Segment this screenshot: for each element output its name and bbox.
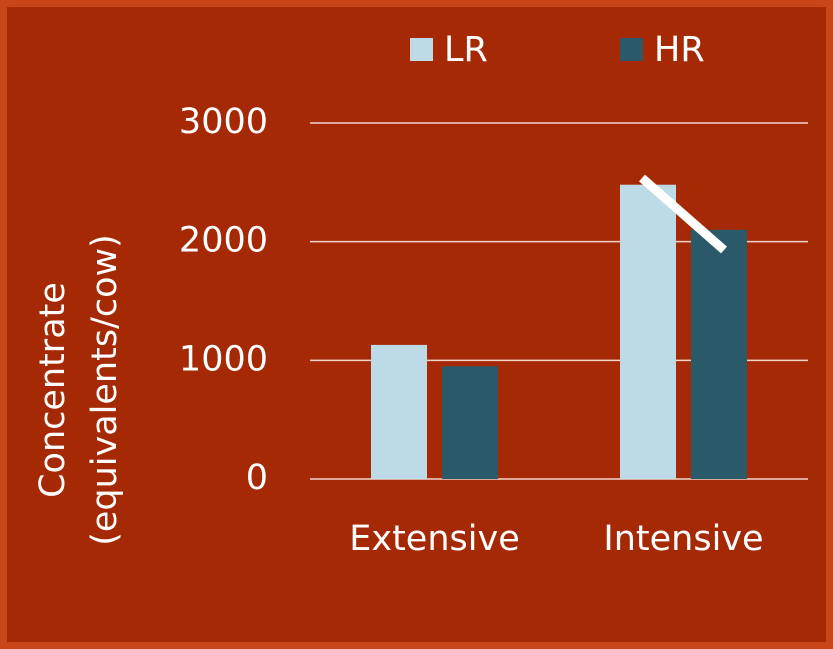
legend-label: HR [654, 30, 705, 70]
annotation-slash [639, 174, 727, 254]
bar [620, 184, 676, 479]
legend-swatch [620, 38, 643, 61]
y-tick-label: 3000 [179, 102, 268, 142]
y-tick-label: 0 [246, 458, 268, 498]
bar [691, 229, 747, 479]
y-tick-label: 1000 [179, 339, 268, 379]
y-axis-label: Concentrate (equivalents/cow) [33, 234, 125, 546]
y-tick-label: 2000 [179, 221, 268, 261]
x-tick-label: Intensive [603, 519, 763, 559]
legend-label: LR [444, 30, 488, 70]
legend-swatch [410, 38, 433, 61]
x-tick-label: Extensive [349, 519, 519, 559]
y-axis-label-line: (equivalents/cow) [85, 234, 125, 546]
bar [371, 344, 427, 479]
bar [442, 366, 498, 479]
y-axis-label-line: Concentrate [33, 282, 73, 498]
